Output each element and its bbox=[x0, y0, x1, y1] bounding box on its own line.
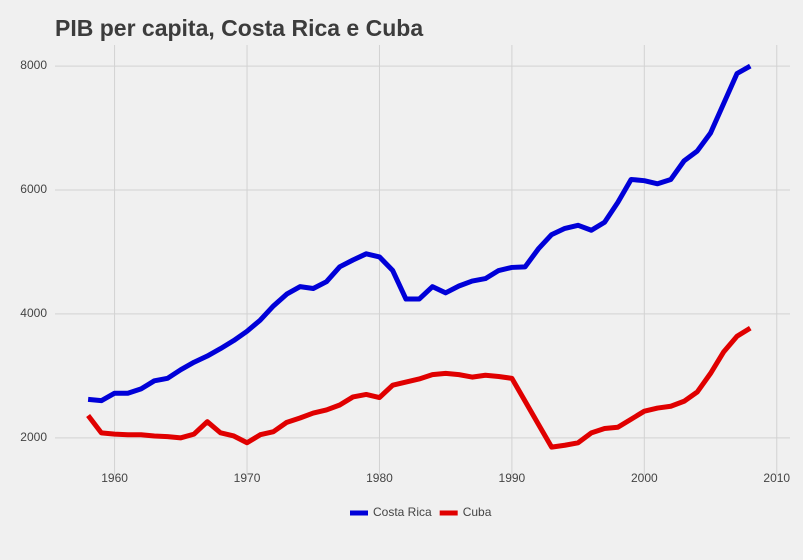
y-tick-label: 8000 bbox=[20, 58, 47, 72]
x-tick-label: 1960 bbox=[101, 471, 128, 485]
x-tick-label: 1980 bbox=[366, 471, 393, 485]
y-tick-label: 2000 bbox=[20, 430, 47, 444]
series-line bbox=[86, 326, 752, 450]
y-tick-label: 6000 bbox=[20, 182, 47, 196]
y-tick-label: 4000 bbox=[20, 306, 47, 320]
x-tick-label: 1990 bbox=[499, 471, 526, 485]
legend-label: Costa Rica bbox=[373, 505, 432, 519]
chart-title: PIB per capita, Costa Rica e Cuba bbox=[55, 15, 423, 41]
x-tick-label: 2000 bbox=[631, 471, 658, 485]
legend-label: Cuba bbox=[463, 505, 492, 519]
x-tick-label: 1970 bbox=[234, 471, 261, 485]
x-tick-label: 2010 bbox=[763, 471, 790, 485]
series-line bbox=[87, 63, 752, 404]
